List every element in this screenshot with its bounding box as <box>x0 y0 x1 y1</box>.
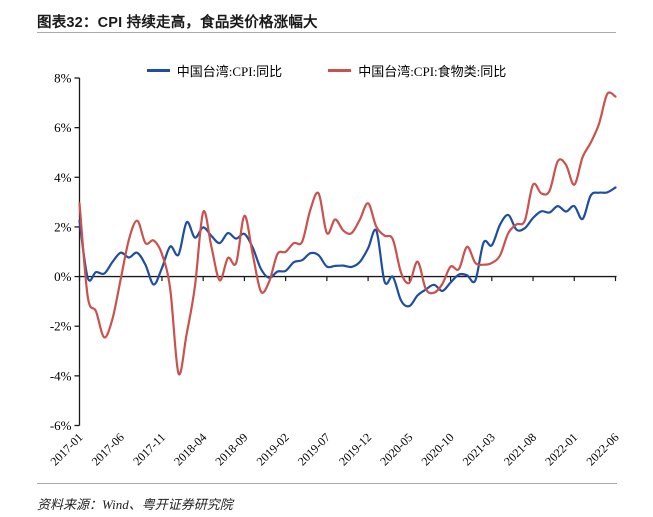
x-axis-tick-label: 2017-11 <box>130 430 168 468</box>
legend-line-swatch-red <box>328 69 352 72</box>
y-axis-tick-label: 0% <box>54 269 72 284</box>
chart-title: 图表32：CPI 持续走高，食品类价格涨幅大 <box>37 15 318 31</box>
x-axis-tick-label: 2018-04 <box>171 430 209 468</box>
y-axis-tick-label: -4% <box>50 368 72 383</box>
y-axis-tick-label: -6% <box>50 418 72 433</box>
x-axis-tick-label: 2019-07 <box>295 430 333 468</box>
chart-legend: 中国台湾:CPI:同比 中国台湾:CPI:食物类:同比 <box>0 61 653 80</box>
x-axis-tick-label: 2019-02 <box>254 430 292 468</box>
legend-label-cpi: 中国台湾:CPI:同比 <box>176 64 283 79</box>
x-axis-tick-label: 2022-01 <box>542 430 580 468</box>
x-axis-tick-label: 2022-06 <box>583 430 621 468</box>
title-divider <box>37 32 616 33</box>
legend-item-cpi: 中国台湾:CPI:同比 <box>146 61 283 80</box>
x-axis-tick-label: 2019-12 <box>336 430 374 468</box>
y-axis-tick-label: -2% <box>50 319 72 334</box>
y-axis-tick-label: 8% <box>54 71 72 86</box>
y-axis-tick-label: 4% <box>54 170 72 185</box>
legend-line-swatch-blue <box>146 69 170 72</box>
x-axis-tick-label: 2021-08 <box>501 430 539 468</box>
x-axis-tick-label: 2017-01 <box>47 430 85 468</box>
x-axis-tick-label: 2018-09 <box>212 430 250 468</box>
x-axis-tick-label: 2017-06 <box>89 430 127 468</box>
legend-label-food-cpi: 中国台湾:CPI:食物类:同比 <box>358 64 507 79</box>
x-axis-tick-label: 2020-05 <box>377 430 415 468</box>
legend-item-food-cpi: 中国台湾:CPI:食物类:同比 <box>328 61 506 80</box>
x-axis-tick-label: 2020-10 <box>419 430 457 468</box>
y-axis-tick-label: 6% <box>54 120 72 135</box>
series-line-food-cpi <box>78 91 617 376</box>
x-axis-tick-label: 2021-03 <box>460 430 498 468</box>
y-axis-tick-label: 2% <box>54 219 72 234</box>
footer-divider <box>37 483 617 484</box>
source-note: 资料来源：Wind、粤开证券研究院 <box>37 497 233 512</box>
series-line-cpi <box>78 186 617 308</box>
